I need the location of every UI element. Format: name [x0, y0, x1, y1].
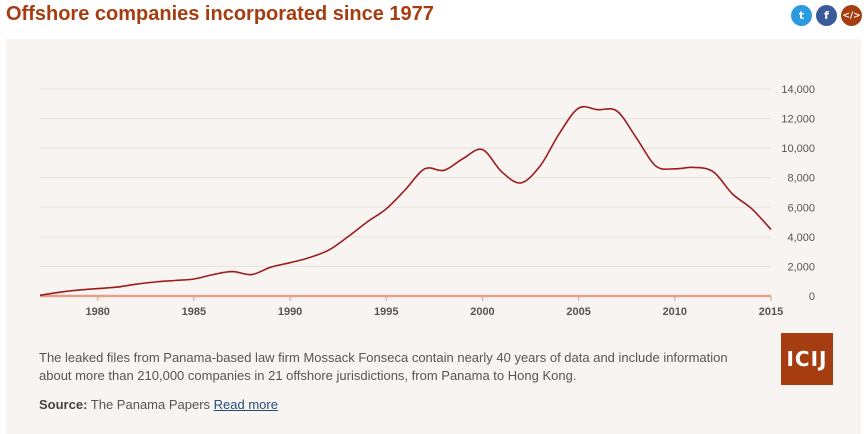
embed-code-icon[interactable]: </> [841, 5, 862, 26]
y-tick-label: 8,000 [787, 173, 815, 185]
facebook-icon[interactable]: f [816, 5, 837, 26]
y-tick-label: 6,000 [787, 202, 815, 214]
y-tick-label: 2,000 [787, 261, 815, 273]
share-buttons: t f </> [791, 5, 862, 26]
x-tick-label: 1980 [85, 306, 109, 318]
x-tick-label: 2015 [759, 306, 783, 318]
y-axis: 0 2,000 4,000 6,000 8,000 10,000 12,000 14,000 [781, 84, 815, 303]
grid-lines [40, 88, 771, 267]
read-more-link[interactable]: Read more [213, 397, 278, 412]
source-label: Source: [39, 397, 88, 412]
chart-card: 0 2,000 4,000 6,000 8,000 10,000 12,000 14,000 … [6, 39, 861, 434]
chart-title: Offshore companies incorporated since 19… [6, 3, 434, 25]
source-line: Source: The Panama Papers Read more [39, 397, 278, 412]
series-line [39, 105, 772, 297]
x-tick-label: 2005 [566, 306, 590, 318]
line-chart: 02,0004,0006,0008,00010,00012,00014,000 … [39, 84, 815, 318]
y-tick-label: 12,000 [781, 114, 815, 126]
icij-logo: ICIJ [781, 333, 833, 385]
x-tick-label: 1985 [182, 306, 206, 318]
x-tick-label: 2010 [663, 306, 687, 318]
x-axis: 1980 1985 1990 1995 2000 2005 2010 2015 [85, 296, 783, 318]
twitter-icon[interactable]: t [791, 5, 812, 26]
y-tick-label: 10,000 [781, 143, 815, 155]
source-text: The Panama Papers [90, 397, 211, 412]
y-tick-label: 14,000 [781, 84, 815, 96]
chart-description: The leaked files from Panama-based law f… [39, 350, 728, 383]
x-tick-label: 1995 [374, 306, 398, 318]
y-tick-label: 4,000 [787, 232, 815, 244]
x-tick-label: 1990 [278, 306, 302, 318]
x-tick-label: 2000 [470, 306, 494, 318]
y-tick-label: 0 [809, 291, 815, 303]
